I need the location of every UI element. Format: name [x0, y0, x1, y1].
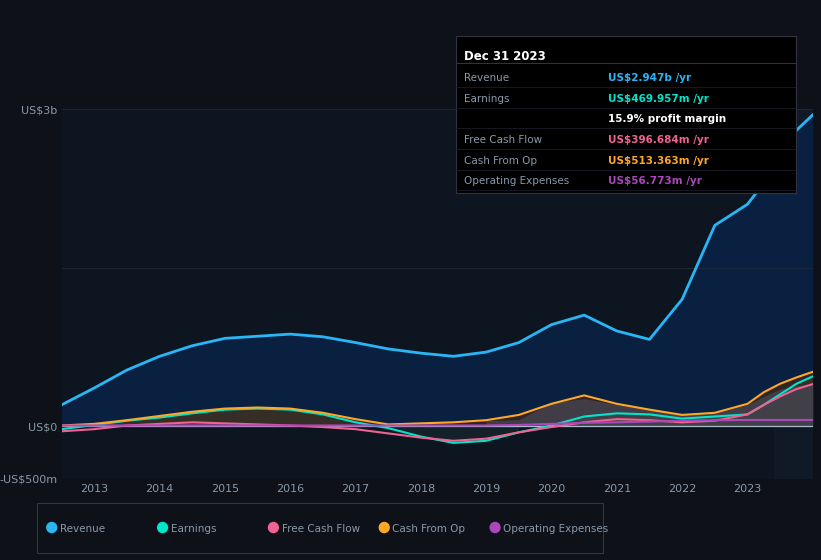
Text: US$56.773m /yr: US$56.773m /yr — [608, 176, 701, 186]
Text: Cash From Op: Cash From Op — [392, 524, 466, 534]
Text: Operating Expenses: Operating Expenses — [464, 176, 569, 186]
Text: Revenue: Revenue — [60, 524, 105, 534]
Text: Earnings: Earnings — [171, 524, 216, 534]
Text: Revenue: Revenue — [464, 73, 509, 83]
Text: US$469.957m /yr: US$469.957m /yr — [608, 94, 709, 104]
Text: Free Cash Flow: Free Cash Flow — [464, 135, 542, 145]
Text: Operating Expenses: Operating Expenses — [503, 524, 608, 534]
Bar — [773, 109, 819, 479]
Text: US$396.684m /yr: US$396.684m /yr — [608, 135, 709, 145]
Text: Free Cash Flow: Free Cash Flow — [282, 524, 360, 534]
Text: US$2.947b /yr: US$2.947b /yr — [608, 73, 690, 83]
Text: Dec 31 2023: Dec 31 2023 — [464, 50, 546, 63]
Text: Cash From Op: Cash From Op — [464, 156, 537, 166]
Text: US$513.363m /yr: US$513.363m /yr — [608, 156, 709, 166]
Text: 15.9% profit margin: 15.9% profit margin — [608, 114, 726, 124]
Text: Earnings: Earnings — [464, 94, 509, 104]
